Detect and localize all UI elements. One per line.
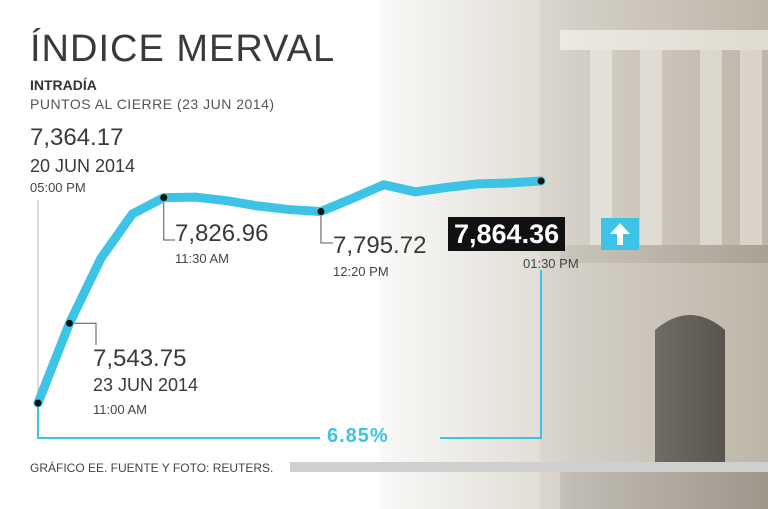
- annotation-leader-3: [320, 211, 333, 244]
- annotation-value-2: 7,826.96: [175, 220, 269, 247]
- units-label: PUNTOS AL CIERRE (23 JUN 2014): [30, 96, 275, 112]
- annotation-time-3: 12:20 PM: [333, 264, 389, 279]
- prev-close-time: 05:00 PM: [30, 180, 86, 195]
- chart-title: ÍNDICE MERVAL: [30, 28, 336, 70]
- chart-subtitle: INTRADÍA: [30, 77, 97, 93]
- latest-time: 01:30 PM: [523, 256, 579, 271]
- change-percentage: 6.85%: [327, 425, 389, 447]
- data-point-9: [317, 207, 325, 215]
- annotation-time-1: 11:00 AM: [93, 402, 147, 417]
- series-line-merval: [33, 176, 546, 408]
- prev-close-date: 20 JUN 2014: [30, 156, 136, 176]
- annotation-time-2: 11:30 AM: [175, 251, 229, 266]
- latest-value-badge: 7,864.36: [448, 217, 566, 251]
- up-arrow-icon: [601, 218, 639, 250]
- prev-close-value: 7,364.17: [30, 124, 124, 151]
- annotation-leader-2: [163, 197, 175, 241]
- annotation-date-1: 23 JUN 2014: [93, 375, 199, 395]
- annotation-leader-1: [69, 322, 97, 345]
- change-bracket-right: [440, 270, 542, 439]
- data-point-4: [160, 194, 168, 202]
- data-point-1: [65, 319, 73, 327]
- data-point-0: [34, 399, 42, 407]
- source-credit: GRÁFICO EE. FUENTE Y FOTO: REUTERS.: [30, 461, 274, 475]
- annotation-value-3: 7,795.72: [333, 232, 427, 259]
- annotation-value-1: 7,543.75: [93, 345, 187, 372]
- data-point-16: [537, 177, 545, 185]
- change-bracket-left: [37, 403, 320, 439]
